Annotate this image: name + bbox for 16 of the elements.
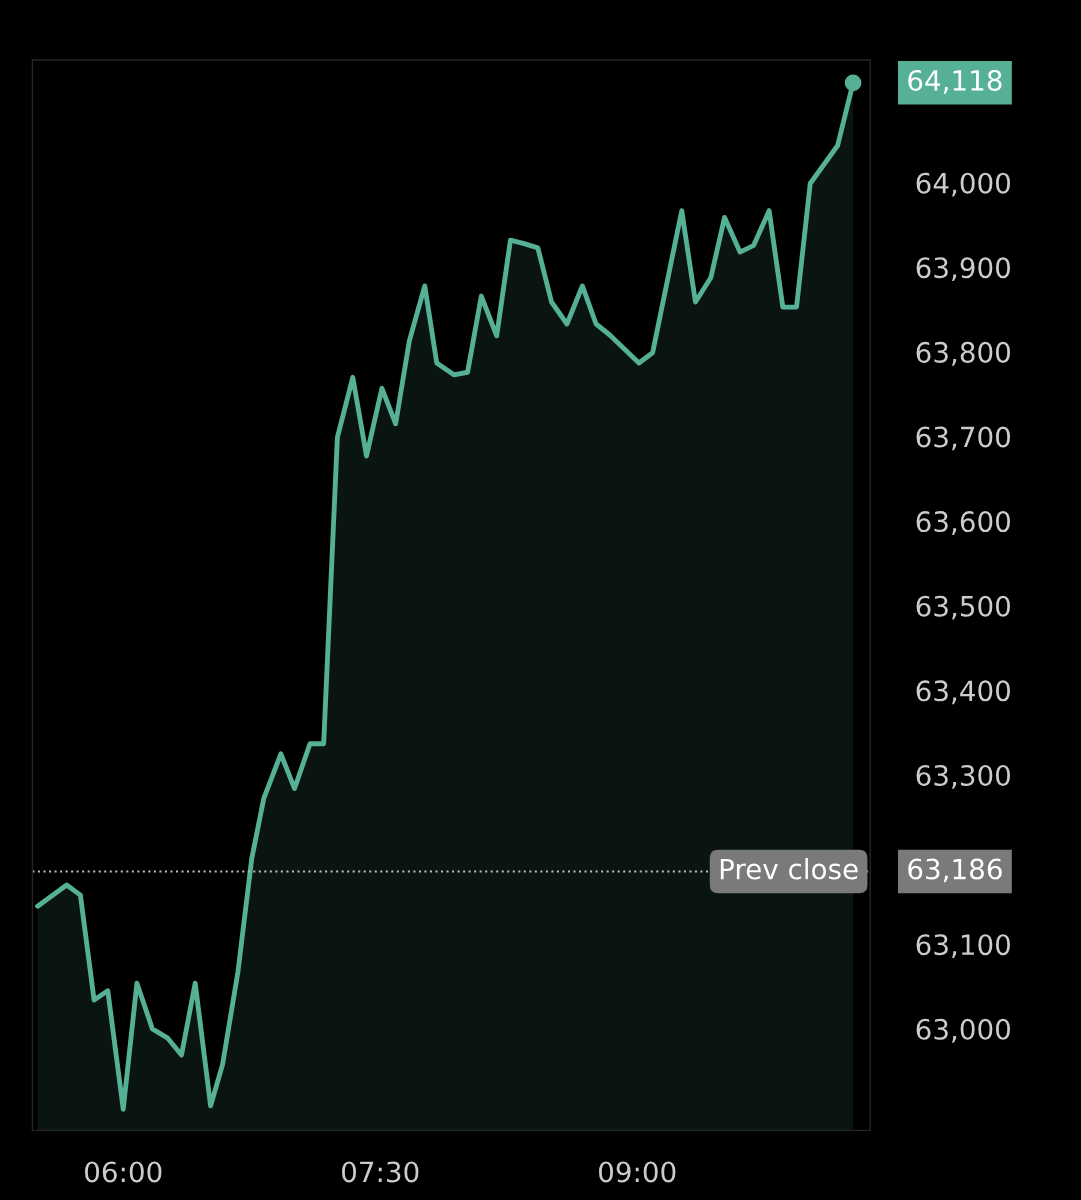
x-tick-label: 09:00 — [599, 1161, 676, 1183]
y-tick-label: 64,000 — [916, 172, 1010, 197]
y-tick-label: 63,700 — [916, 426, 1010, 451]
y-tick-label: 63,400 — [916, 680, 1010, 705]
y-tick-label: 63,000 — [916, 1018, 1010, 1043]
y-tick-label: 63,300 — [916, 764, 1010, 789]
x-tick-label: 06:00 — [85, 1161, 162, 1183]
annotation: 64,118 — [908, 69, 1002, 94]
y-tick-label: 63,100 — [916, 934, 1010, 959]
ref-line-label: Prev close — [720, 858, 858, 880]
y-tick-label: 63,500 — [916, 595, 1010, 620]
x-tick-label: 07:30 — [342, 1161, 419, 1183]
y-tick-label: 63,800 — [916, 341, 1010, 366]
y-tick-label: 63,900 — [916, 257, 1010, 282]
y-tick-label: 63,600 — [916, 511, 1010, 535]
text: 63,186 — [908, 858, 1002, 883]
